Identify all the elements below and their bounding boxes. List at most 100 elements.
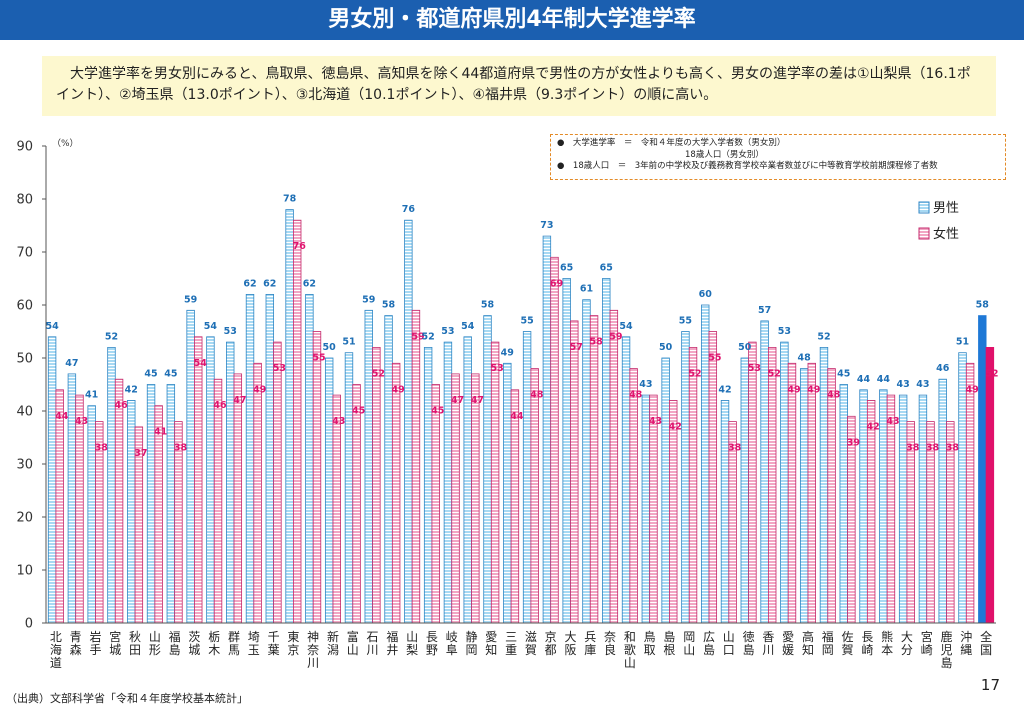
- x-tick-label: 潟: [327, 643, 339, 657]
- data-label-female: 42: [867, 421, 880, 432]
- bar-female: [866, 399, 876, 624]
- x-tick-label: 重: [505, 643, 517, 657]
- data-label-female: 59: [609, 331, 622, 342]
- x-tick-label: 山: [347, 643, 359, 657]
- x-tick-label: 形: [149, 643, 161, 657]
- data-label-male: 54: [461, 321, 475, 332]
- x-tick-label: 長: [426, 630, 438, 644]
- x-tick-label: 新: [327, 629, 339, 644]
- data-label-male: 55: [520, 316, 533, 327]
- bar-male: [562, 278, 571, 624]
- x-tick-label: 群: [228, 630, 240, 644]
- data-label-male: 53: [441, 326, 454, 337]
- bar-male: [978, 315, 987, 624]
- data-label-male: 42: [718, 384, 731, 395]
- bar-male: [720, 399, 730, 624]
- x-tick-label: 岐: [446, 630, 458, 644]
- bar-male: [542, 235, 552, 624]
- x-tick-label: 佐: [842, 630, 854, 644]
- x-tick-label: 分: [901, 643, 913, 657]
- data-label-male: 76: [402, 204, 416, 215]
- data-label-female: 43: [886, 416, 899, 427]
- y-tick-label: 80: [16, 193, 33, 208]
- x-tick-label: 愛: [782, 630, 794, 644]
- bar-female: [669, 399, 678, 624]
- x-tick-label: 崎: [921, 643, 933, 657]
- bar-male: [404, 219, 413, 624]
- bar-female: [154, 405, 163, 624]
- y-tick-label: 70: [16, 246, 33, 261]
- x-tick-label: 川: [307, 656, 319, 670]
- bar-male: [740, 357, 750, 624]
- data-label-female: 39: [847, 437, 860, 448]
- x-tick-label: 阜: [446, 643, 458, 657]
- x-tick-label: 玉: [248, 643, 260, 657]
- data-label-male: 41: [85, 390, 98, 401]
- data-label-female: 43: [332, 416, 345, 427]
- data-label-female: 41: [154, 427, 167, 438]
- bar-female: [985, 346, 995, 624]
- data-label-male: 43: [897, 379, 910, 390]
- x-tick-label: 山: [406, 630, 418, 644]
- data-label-male: 54: [204, 321, 218, 332]
- bar-male: [641, 394, 651, 624]
- x-tick-label: 山: [624, 656, 636, 670]
- bar-female: [451, 373, 460, 624]
- x-tick-label: 静: [466, 630, 478, 644]
- bar-female: [965, 362, 975, 624]
- legend-label-female: 女性: [933, 226, 959, 242]
- bar-male: [265, 293, 275, 624]
- x-tick-label: 宮: [109, 629, 121, 644]
- bar-male: [344, 352, 354, 624]
- x-tick-label: 岩: [89, 629, 101, 644]
- data-label-female: 48: [629, 390, 643, 401]
- source-citation: （出典）文部科学省「令和４年度学校基本統計」: [6, 692, 248, 705]
- bar-female: [767, 346, 777, 624]
- x-tick-label: 道: [50, 656, 62, 670]
- x-tick-label: 栃: [208, 630, 220, 644]
- data-label-female: 53: [490, 363, 503, 374]
- bar-male: [760, 320, 769, 624]
- data-label-female: 38: [926, 443, 940, 454]
- data-label-female: 46: [114, 400, 128, 411]
- y-tick-label: 10: [16, 564, 33, 579]
- x-tick-label: 川: [762, 643, 774, 657]
- data-label-male: 53: [778, 326, 791, 337]
- bar-female: [75, 394, 84, 624]
- x-tick-label: 奈: [307, 643, 319, 657]
- x-tick-label: 海: [50, 642, 62, 657]
- x-tick-label: 東: [287, 630, 299, 644]
- data-label-male: 45: [837, 369, 850, 380]
- bar-male: [47, 336, 57, 624]
- y-tick-label: 20: [16, 511, 33, 526]
- x-tick-label: 富: [347, 629, 359, 644]
- x-tick-label: 千: [268, 630, 280, 644]
- x-tick-label: 秋: [129, 630, 141, 644]
- bar-female: [431, 384, 440, 624]
- summary-box: 大学進学率を男女別にみると、鳥取県、徳島県、高知県を除く44都道府県で男性の方が…: [42, 56, 996, 116]
- data-labels: 5444474341385246423745414538595454465347…: [45, 194, 998, 459]
- data-label-male: 51: [342, 337, 355, 348]
- data-label-female: 48: [827, 390, 841, 401]
- x-tick-label: 沖: [960, 630, 972, 644]
- bar-male: [285, 209, 294, 624]
- bar-male: [938, 378, 947, 624]
- data-label-male: 50: [659, 342, 673, 353]
- bar-male: [661, 357, 670, 624]
- data-label-female: 38: [946, 443, 960, 454]
- data-label-male: 73: [540, 220, 553, 231]
- x-tick-label: 島: [663, 629, 675, 644]
- bar-female: [649, 394, 658, 624]
- y-axis-unit: （%）: [52, 138, 79, 149]
- x-tick-label: 神: [307, 630, 319, 644]
- x-tick-label: 賀: [842, 643, 854, 657]
- bar-male: [364, 309, 373, 624]
- data-label-male: 55: [679, 316, 692, 327]
- data-label-male: 52: [105, 331, 118, 342]
- x-tick-label: 知: [802, 643, 814, 657]
- x-tick-label: 長: [861, 630, 873, 644]
- data-label-male: 47: [65, 358, 78, 369]
- data-label-female: 44: [510, 411, 524, 422]
- x-tick-label: 口: [723, 643, 735, 657]
